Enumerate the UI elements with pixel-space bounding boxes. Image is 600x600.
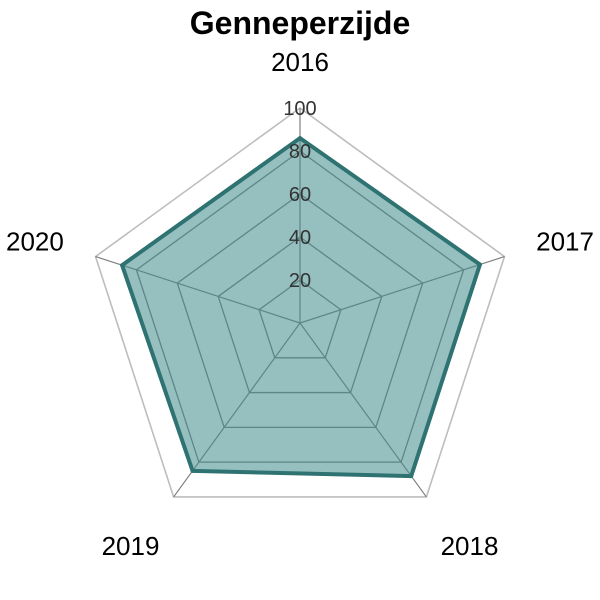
data-point-2018 bbox=[409, 474, 414, 479]
chart-title: Genneperzijde bbox=[190, 5, 411, 41]
axis-label-2018: 2018 bbox=[441, 531, 499, 561]
tick-label-100: 100 bbox=[283, 98, 316, 120]
radial-tick-labels: 20 40 60 80 100 bbox=[283, 98, 316, 292]
radar-series bbox=[120, 136, 482, 479]
tick-label-60: 60 bbox=[289, 184, 311, 206]
data-point-2019 bbox=[190, 468, 195, 473]
axis-label-2017: 2017 bbox=[536, 227, 594, 257]
data-point-2020 bbox=[120, 263, 125, 268]
axis-label-2020: 2020 bbox=[6, 227, 64, 257]
tick-label-40: 40 bbox=[289, 227, 311, 249]
tick-label-80: 80 bbox=[289, 141, 311, 163]
axis-label-2019: 2019 bbox=[102, 531, 160, 561]
axis-labels: 2016 2017 2018 2019 2020 bbox=[6, 47, 594, 561]
data-point-2017 bbox=[477, 262, 482, 267]
data-point-2016 bbox=[298, 136, 302, 141]
axis-label-2016: 2016 bbox=[271, 47, 329, 77]
grid-ring-100 bbox=[94, 107, 506, 498]
tick-label-20: 20 bbox=[289, 270, 311, 292]
series-area-0 bbox=[120, 136, 482, 479]
